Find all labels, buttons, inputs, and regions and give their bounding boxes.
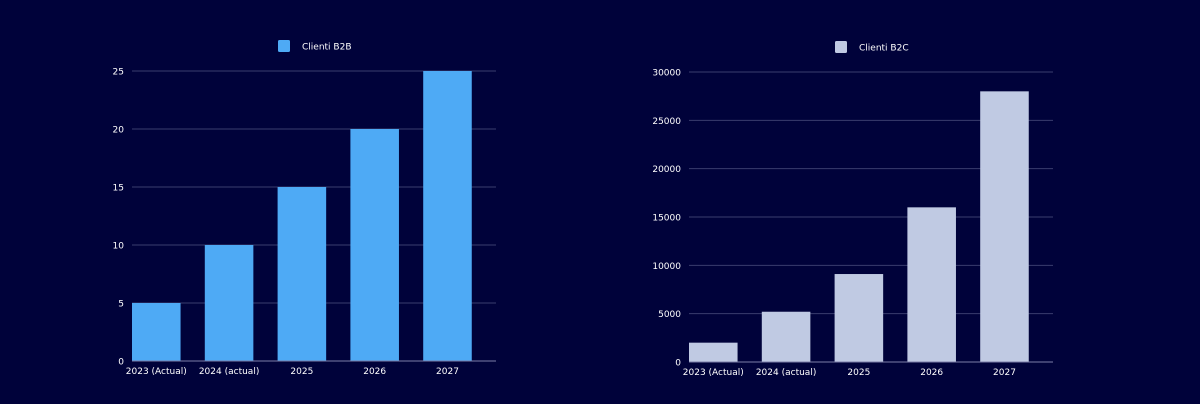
x-tick-label: 2023 (Actual) [683, 368, 744, 378]
y-tick-label: 0 [118, 358, 124, 368]
y-tick-label: 20000 [652, 165, 681, 175]
x-tick-label: 2025 [847, 368, 870, 378]
bar [423, 71, 472, 361]
x-tick-label: 2027 [993, 368, 1016, 378]
x-tick-label: 2025 [290, 367, 313, 377]
bar [980, 91, 1029, 362]
legend-swatch [278, 40, 290, 52]
y-tick-label: 30000 [652, 69, 681, 79]
bar [834, 274, 884, 362]
legend-swatch [835, 41, 847, 53]
legend-label: Clienti B2C [859, 44, 909, 54]
legend: Clienti B2B [278, 40, 352, 53]
bar [689, 342, 738, 362]
x-tick-label: 2024 (actual) [756, 368, 817, 378]
chart-clienti-b2c: 0 5000 10000 15000 20000 25000 30000 2023 (Actu… [652, 41, 1053, 378]
x-tick-label: 2027 [436, 367, 459, 377]
x-tick-label: 2026 [920, 368, 943, 378]
y-tick-label: 10 [113, 242, 125, 252]
y-tick-label: 25 [113, 68, 124, 78]
bar [350, 129, 399, 361]
y-tick-label: 5000 [658, 310, 681, 320]
y-tick-label: 0 [675, 359, 681, 369]
legend: Clienti B2C [835, 41, 909, 54]
bar [204, 245, 254, 361]
y-tick-label: 20 [113, 126, 125, 136]
x-tick-label: 2024 (actual) [199, 367, 260, 377]
y-tick-label: 10000 [652, 262, 681, 272]
bar [907, 207, 956, 362]
bar [277, 187, 327, 361]
y-tick-label: 15000 [652, 214, 681, 224]
y-tick-label: 15 [113, 184, 124, 194]
legend-label: Clienti B2B [302, 43, 352, 53]
bar [132, 303, 181, 361]
y-tick-label: 25000 [652, 117, 681, 127]
x-tick-label: 2023 (Actual) [126, 367, 187, 377]
bar [761, 311, 811, 362]
x-tick-label: 2026 [363, 367, 386, 377]
y-tick-label: 5 [118, 300, 124, 310]
